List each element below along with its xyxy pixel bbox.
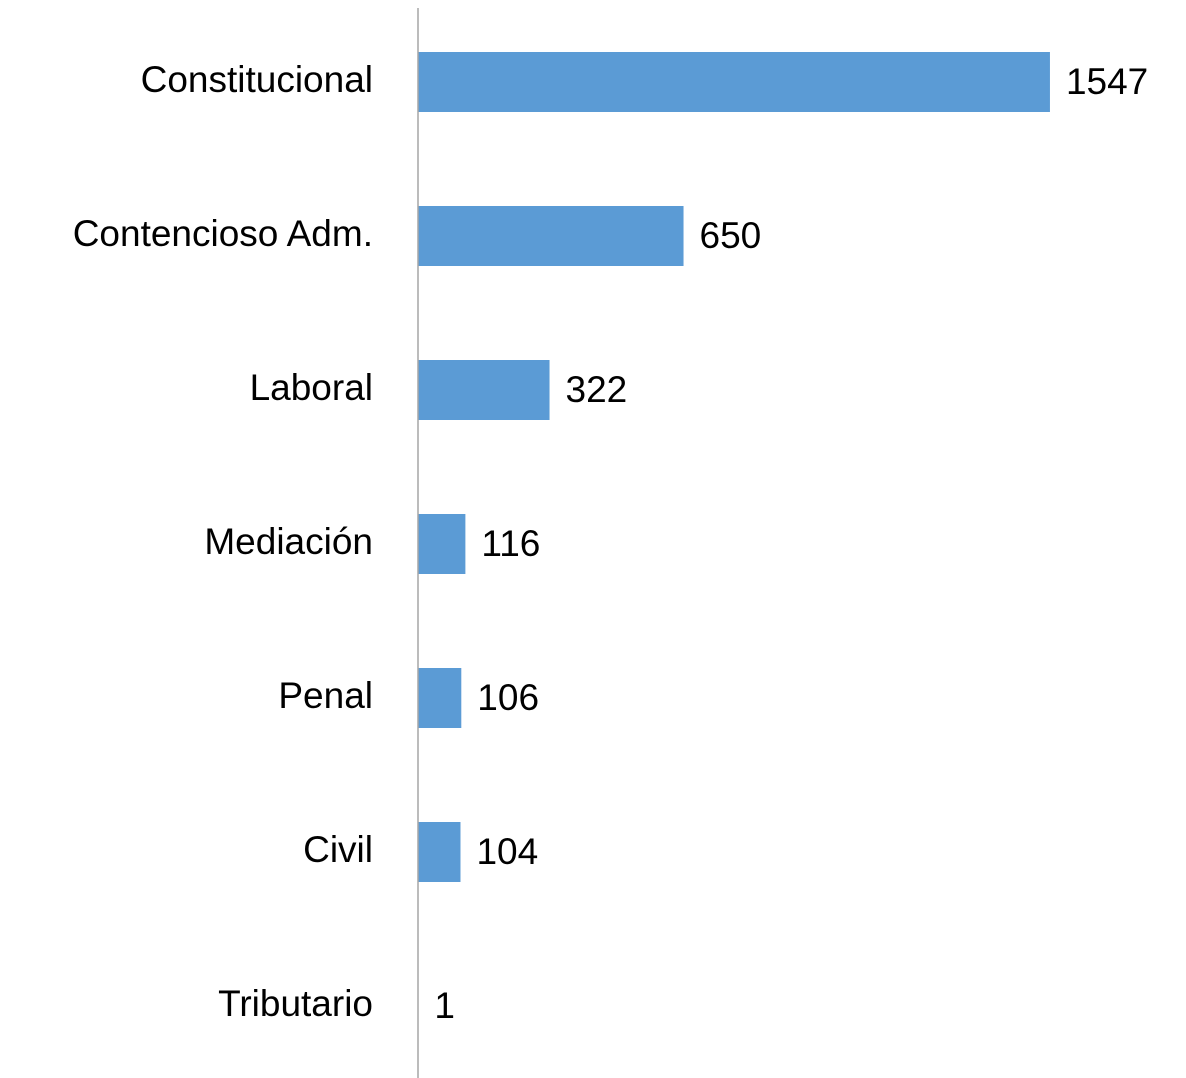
- value-label: 1: [434, 985, 455, 1026]
- category-label: Tributario: [218, 983, 373, 1024]
- bar: [418, 360, 550, 420]
- bar: [418, 514, 466, 574]
- bar: [418, 52, 1050, 112]
- bar: [418, 822, 461, 882]
- category-label: Civil: [303, 829, 373, 870]
- category-label: Laboral: [250, 367, 373, 408]
- value-label: 106: [477, 677, 539, 718]
- value-label: 650: [700, 215, 762, 256]
- bar: [418, 206, 684, 266]
- category-label: Contencioso Adm.: [73, 213, 373, 254]
- value-label: 1547: [1066, 61, 1148, 102]
- value-label: 116: [481, 523, 540, 564]
- value-label: 322: [566, 369, 628, 410]
- bar: [418, 668, 462, 728]
- category-label: Mediación: [204, 521, 373, 562]
- category-label: Penal: [278, 675, 373, 716]
- value-label: 104: [476, 831, 538, 872]
- category-label: Constitucional: [141, 59, 373, 100]
